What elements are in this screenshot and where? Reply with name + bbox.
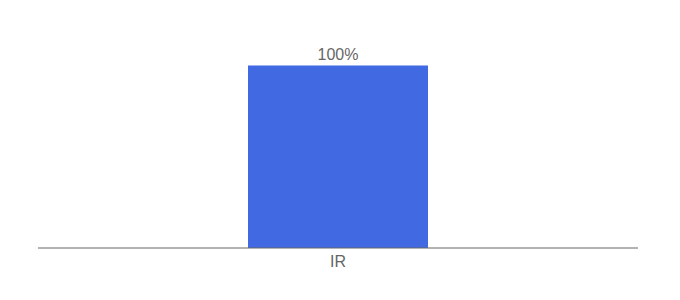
svg-text:100%: 100%: [318, 46, 359, 63]
svg-text:IR: IR: [330, 253, 346, 270]
